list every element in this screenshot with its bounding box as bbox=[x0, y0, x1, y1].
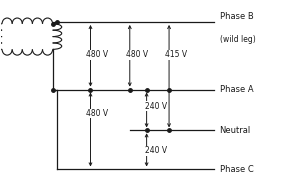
Text: Neutral: Neutral bbox=[220, 126, 251, 135]
Text: 480 V: 480 V bbox=[126, 50, 148, 59]
Text: (wild leg): (wild leg) bbox=[220, 35, 255, 44]
Text: 240 V: 240 V bbox=[146, 146, 168, 155]
Text: 240 V: 240 V bbox=[146, 102, 168, 111]
Text: Phase A: Phase A bbox=[220, 85, 253, 94]
Text: 480 V: 480 V bbox=[87, 109, 109, 118]
Text: Phase B: Phase B bbox=[220, 12, 253, 21]
Text: 415 V: 415 V bbox=[165, 50, 187, 59]
Text: 480 V: 480 V bbox=[87, 50, 109, 59]
Text: Phase C: Phase C bbox=[220, 165, 253, 174]
